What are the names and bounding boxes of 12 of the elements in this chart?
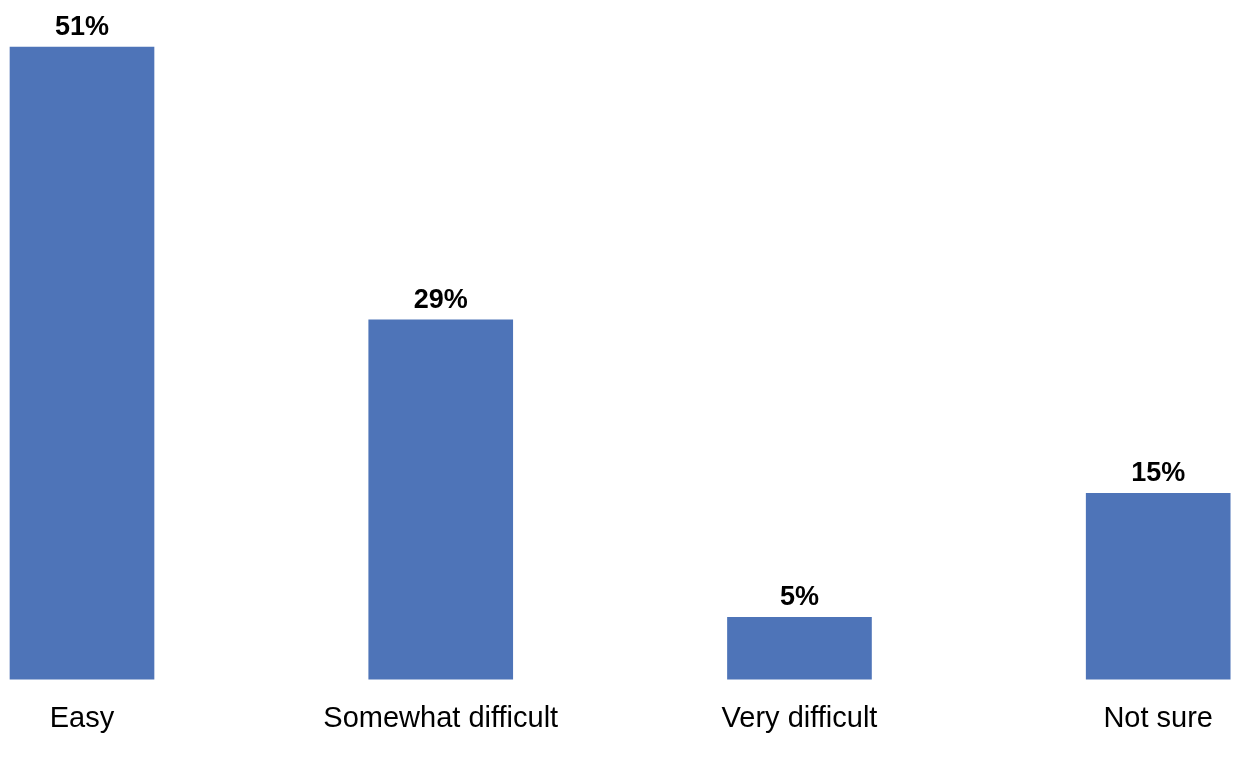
- data-label: 15%: [1131, 457, 1186, 488]
- data-label: 5%: [779, 581, 819, 612]
- data-label: 29%: [413, 283, 468, 314]
- data-label: 51%: [54, 10, 110, 41]
- bar: [727, 616, 872, 680]
- bar: [9, 46, 155, 680]
- bar: [368, 319, 514, 680]
- bar: [1085, 492, 1231, 680]
- x-tick-label: Not sure: [1103, 700, 1213, 733]
- x-tick-label: Easy: [49, 700, 115, 733]
- x-tick-label: Somewhat difficult: [323, 700, 559, 733]
- x-tick-label: Very difficult: [721, 700, 878, 733]
